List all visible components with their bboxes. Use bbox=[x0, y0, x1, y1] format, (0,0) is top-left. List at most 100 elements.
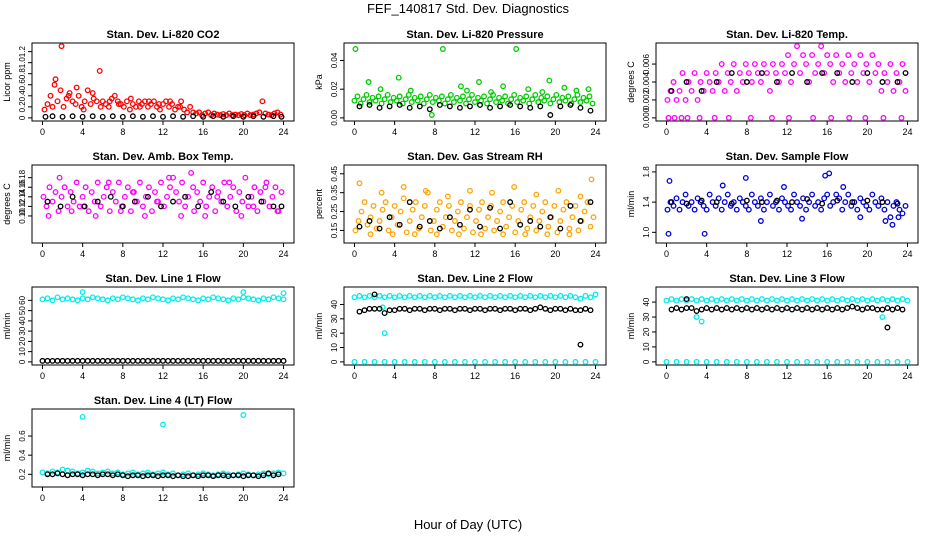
data-point bbox=[827, 202, 834, 209]
data-point bbox=[366, 102, 373, 108]
data-point bbox=[59, 471, 66, 478]
data-point bbox=[845, 52, 852, 59]
data-point bbox=[129, 469, 136, 476]
data-point bbox=[799, 215, 806, 222]
data-point bbox=[763, 358, 770, 365]
data-point bbox=[673, 297, 680, 304]
panel-title: Stan. Dev. Line 1 Flow bbox=[105, 273, 221, 285]
data-point bbox=[154, 198, 160, 205]
data-point bbox=[725, 114, 732, 121]
data-point bbox=[869, 191, 876, 198]
data-point bbox=[706, 191, 713, 198]
data-point bbox=[730, 61, 737, 68]
data-point bbox=[145, 184, 152, 191]
x-tick-label: 16 bbox=[198, 493, 208, 503]
data-point bbox=[59, 466, 66, 473]
data-point bbox=[809, 306, 816, 313]
data-point bbox=[426, 305, 433, 312]
data-point bbox=[79, 113, 86, 120]
data-point bbox=[700, 202, 707, 209]
y-tick-label: 1.2 bbox=[18, 46, 27, 58]
data-point bbox=[185, 193, 192, 200]
data-point bbox=[124, 295, 131, 302]
data-point bbox=[65, 92, 72, 99]
series-2 bbox=[668, 70, 909, 94]
data-point bbox=[453, 94, 460, 101]
y-tick-label: 10 bbox=[642, 342, 651, 351]
data-point bbox=[260, 357, 267, 364]
data-point bbox=[265, 296, 272, 303]
data-point bbox=[563, 199, 570, 206]
data-point bbox=[464, 87, 470, 94]
data-point bbox=[250, 203, 257, 210]
data-point bbox=[44, 295, 51, 302]
data-point bbox=[127, 95, 134, 102]
data-point bbox=[828, 114, 835, 121]
data-point bbox=[804, 358, 811, 365]
data-point bbox=[560, 206, 567, 213]
data-point bbox=[834, 70, 841, 76]
x-tick-label: 4 bbox=[80, 493, 85, 503]
data-point bbox=[211, 110, 218, 117]
data-point bbox=[376, 104, 383, 111]
data-point bbox=[794, 297, 800, 304]
data-point bbox=[240, 412, 247, 418]
data-point bbox=[573, 87, 580, 94]
data-point bbox=[64, 357, 71, 364]
data-point bbox=[587, 223, 594, 230]
data-point bbox=[221, 179, 228, 186]
data-point bbox=[824, 358, 831, 365]
data-point bbox=[49, 103, 56, 110]
data-point bbox=[240, 294, 247, 301]
data-point bbox=[56, 174, 63, 181]
data-point bbox=[421, 202, 428, 209]
data-point bbox=[230, 113, 237, 120]
data-point bbox=[386, 307, 393, 314]
data-point bbox=[697, 79, 704, 85]
y-axis-label: Licor ppm bbox=[2, 62, 12, 102]
data-point bbox=[533, 191, 540, 198]
data-point bbox=[441, 305, 448, 312]
data-point bbox=[447, 91, 454, 98]
data-point bbox=[894, 297, 901, 304]
data-point bbox=[185, 295, 192, 302]
plot-frame bbox=[655, 42, 919, 122]
data-point bbox=[698, 197, 705, 204]
data-point bbox=[588, 176, 595, 183]
data-point bbox=[757, 218, 764, 224]
data-point bbox=[426, 218, 433, 224]
y-tick-label: 0.002 bbox=[642, 89, 651, 110]
data-point bbox=[356, 180, 363, 187]
data-point bbox=[728, 306, 735, 313]
data-point bbox=[889, 221, 896, 228]
data-point bbox=[260, 295, 267, 302]
data-point bbox=[381, 358, 388, 365]
data-point bbox=[517, 292, 524, 299]
data-point bbox=[233, 208, 240, 215]
data-point bbox=[713, 358, 720, 365]
data-point bbox=[899, 210, 906, 217]
data-point bbox=[120, 103, 127, 110]
x-tick-label: 0 bbox=[664, 371, 669, 381]
data-point bbox=[693, 358, 700, 365]
data-point bbox=[109, 295, 116, 302]
data-point bbox=[545, 223, 552, 230]
x-tick-label: 4 bbox=[704, 371, 709, 381]
x-tick-label: 8 bbox=[432, 127, 437, 137]
data-point bbox=[358, 208, 365, 215]
x-tick-label: 0 bbox=[40, 249, 45, 259]
data-point bbox=[577, 99, 584, 106]
data-point bbox=[464, 214, 470, 221]
data-point bbox=[497, 292, 504, 299]
data-point bbox=[70, 198, 77, 205]
data-point bbox=[703, 70, 710, 76]
data-point bbox=[857, 52, 864, 59]
data-point bbox=[523, 93, 530, 100]
data-point bbox=[700, 88, 707, 94]
data-point bbox=[800, 52, 807, 59]
data-point bbox=[401, 358, 408, 365]
series-2 bbox=[356, 199, 594, 232]
data-point bbox=[693, 308, 700, 314]
data-point bbox=[475, 94, 481, 101]
